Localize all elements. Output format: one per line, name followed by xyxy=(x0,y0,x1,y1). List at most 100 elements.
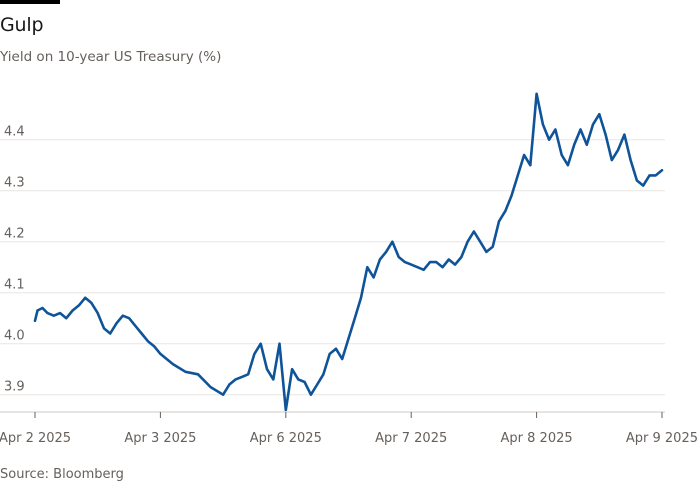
data-point xyxy=(115,322,118,325)
x-tick-label: Apr 2 2025 xyxy=(0,431,71,446)
data-point xyxy=(623,133,626,136)
data-point xyxy=(222,393,225,396)
data-point xyxy=(554,128,557,131)
data-point xyxy=(121,314,124,317)
data-point xyxy=(397,256,400,258)
data-point xyxy=(441,266,444,269)
data-point xyxy=(410,263,413,266)
x-tick-label: Apr 7 2025 xyxy=(375,431,447,446)
data-point xyxy=(353,317,356,320)
data-point xyxy=(153,345,156,348)
data-point xyxy=(253,353,256,355)
data-point xyxy=(247,373,250,376)
y-tick-label: 4.0 xyxy=(4,329,25,344)
data-point xyxy=(491,245,494,248)
x-axis-ticks: Apr 2 2025 Apr 3 2025 Apr 6 2025 Apr 7 2025… xyxy=(0,412,698,446)
data-point xyxy=(479,240,482,243)
data-point xyxy=(385,251,387,253)
data-point xyxy=(366,266,369,269)
y-tick-label: 4.2 xyxy=(4,227,25,242)
data-point xyxy=(636,179,638,182)
data-point xyxy=(473,230,475,233)
x-tick-label: Apr 8 2025 xyxy=(501,431,573,446)
data-point xyxy=(109,332,112,335)
data-point xyxy=(46,312,49,314)
data-point xyxy=(303,381,306,383)
data-point xyxy=(617,149,619,151)
data-point xyxy=(648,174,651,177)
y-tick-label: 4.3 xyxy=(4,176,25,191)
y-tick-label: 4.1 xyxy=(4,278,25,293)
x-tick-label: Apr 6 2025 xyxy=(250,431,322,446)
data-point xyxy=(573,143,576,146)
data-point xyxy=(228,383,231,386)
series-layer xyxy=(33,92,664,412)
data-point xyxy=(284,409,287,411)
y-tick-label: 4.4 xyxy=(4,125,25,140)
data-point xyxy=(416,266,419,269)
data-point xyxy=(128,317,131,320)
data-point xyxy=(71,309,74,312)
data-point xyxy=(96,312,99,314)
data-point xyxy=(592,123,594,126)
data-point xyxy=(172,363,174,365)
data-point xyxy=(266,368,268,371)
data-point xyxy=(560,154,563,156)
data-point xyxy=(328,353,331,355)
data-point xyxy=(516,174,519,177)
data-point xyxy=(103,327,105,330)
data-point xyxy=(335,347,337,350)
data-point xyxy=(310,393,312,396)
data-point xyxy=(316,383,319,386)
data-point xyxy=(65,317,68,320)
data-point xyxy=(360,296,362,299)
data-point xyxy=(134,324,137,327)
data-point xyxy=(197,373,199,376)
gridlines xyxy=(0,139,665,413)
data-point xyxy=(548,138,550,141)
data-point xyxy=(642,184,645,187)
chart-subtitle: Yield on 10-year US Treasury (%) xyxy=(0,49,222,65)
y-tick-label: 3.9 xyxy=(4,380,25,395)
data-point xyxy=(322,373,325,376)
data-point xyxy=(391,240,394,243)
data-point xyxy=(504,210,507,213)
data-point xyxy=(598,113,601,116)
data-point xyxy=(460,256,463,258)
data-point xyxy=(454,263,456,266)
data-point xyxy=(485,251,488,253)
data-point xyxy=(435,261,438,263)
data-point xyxy=(379,258,381,261)
data-point xyxy=(654,174,657,177)
data-point xyxy=(372,276,375,279)
data-point xyxy=(535,92,538,95)
data-point xyxy=(498,220,500,223)
data-point xyxy=(59,312,61,314)
data-point xyxy=(278,342,281,345)
source-note: Source: Bloomberg xyxy=(0,467,124,482)
data-point xyxy=(523,154,525,156)
data-point xyxy=(184,370,187,373)
data-point xyxy=(36,309,39,312)
data-point xyxy=(542,123,544,126)
data-point xyxy=(272,378,275,381)
data-point xyxy=(241,376,243,378)
data-point xyxy=(567,164,569,167)
data-point xyxy=(422,268,425,271)
data-point xyxy=(209,386,212,388)
data-point xyxy=(34,319,36,322)
data-point xyxy=(147,340,149,343)
data-point xyxy=(90,302,93,304)
data-point xyxy=(347,337,350,340)
data-point xyxy=(78,304,80,307)
data-point xyxy=(259,342,262,345)
data-point xyxy=(510,194,513,197)
data-point xyxy=(585,143,588,146)
data-point xyxy=(529,164,532,167)
data-point xyxy=(159,353,162,355)
data-point xyxy=(341,358,344,360)
data-point xyxy=(297,378,300,381)
data-point xyxy=(466,240,469,243)
chart-title: Gulp xyxy=(0,14,44,36)
